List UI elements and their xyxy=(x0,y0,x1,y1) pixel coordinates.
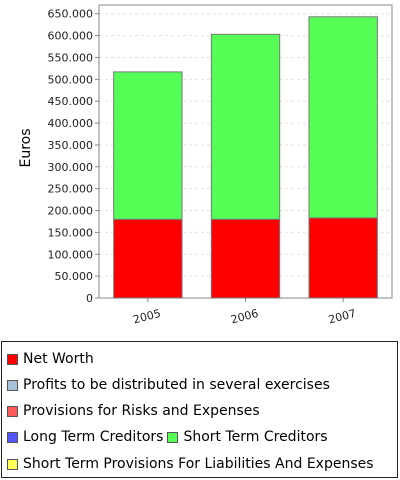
y-tick-label: 100.000 xyxy=(48,248,94,261)
x-axis-ticks: 2005 2006 2007 xyxy=(132,298,357,327)
legend-swatch xyxy=(7,379,18,391)
legend-swatch xyxy=(7,353,18,365)
legend-label: Short Term Provisions For Liabilities An… xyxy=(23,456,374,472)
legend-label: Net Worth xyxy=(23,351,94,367)
legend-row: Profits to be distributed in several exe… xyxy=(7,376,334,394)
legend-label: Long Term Creditors xyxy=(23,429,164,445)
legend-swatch xyxy=(7,431,18,443)
legend-item-short-term-provisions: Short Term Provisions For Liabilities An… xyxy=(7,456,374,472)
y-tick-label: 250.000 xyxy=(48,183,94,196)
y-tick-label: 500.000 xyxy=(48,73,94,86)
legend-swatch xyxy=(167,431,179,443)
bar-segment xyxy=(210,33,281,220)
legend-item-short-term-creditors: Short Term Creditors xyxy=(167,429,328,445)
y-tick-label: 400.000 xyxy=(48,117,94,130)
y-axis-ticks: 0 50.000 100.000 150.000 200.000 250.000 300.0… xyxy=(48,8,99,305)
y-tick-label: 0 xyxy=(86,292,93,305)
y-tick-label: 600.000 xyxy=(48,30,94,43)
bar-segment xyxy=(210,218,281,299)
bar-segment xyxy=(113,218,183,299)
x-tick-label: 2006 xyxy=(229,307,259,327)
legend-swatch xyxy=(7,458,18,470)
legend-swatch xyxy=(7,405,18,417)
legend-item-long-term-creditors: Long Term Creditors xyxy=(7,429,163,445)
legend-row: Provisions for Risks and Expenses xyxy=(7,402,264,420)
y-tick-label: 50.000 xyxy=(55,270,94,283)
legend-label: Short Term Creditors xyxy=(183,429,328,445)
legend-item-provisions-risks: Provisions for Risks and Expenses xyxy=(7,403,260,419)
legend-row: Net Worth xyxy=(7,350,98,368)
y-axis-title: Euros xyxy=(18,128,34,167)
y-tick-label: 200.000 xyxy=(48,205,94,218)
stacked-bar-chart: 0 50.000 100.000 150.000 200.000 250.000 300.0… xyxy=(18,4,393,327)
legend-item-net-worth: Net Worth xyxy=(7,351,94,367)
bar-segment xyxy=(308,217,378,299)
y-tick-label: 300.000 xyxy=(48,161,94,174)
legend-label: Profits to be distributed in several exe… xyxy=(23,377,330,393)
x-tick-label: 2007 xyxy=(327,307,357,327)
legend-row: Long Term Creditors Short Term Creditors xyxy=(7,428,332,446)
legend-row: Short Term Provisions For Liabilities An… xyxy=(7,455,378,473)
legend-label: Provisions for Risks and Expenses xyxy=(23,403,260,419)
x-tick-label: 2005 xyxy=(132,307,162,327)
y-tick-label: 350.000 xyxy=(48,139,94,152)
bar-segment xyxy=(308,16,378,219)
y-tick-label: 550.000 xyxy=(48,51,94,64)
y-tick-label: 150.000 xyxy=(48,226,94,239)
bar-segment xyxy=(113,71,183,220)
legend: Net Worth Profits to be distributed in s… xyxy=(1,341,398,478)
bars xyxy=(113,16,378,299)
y-tick-label: 450.000 xyxy=(48,95,94,108)
legend-item-profits: Profits to be distributed in several exe… xyxy=(7,377,330,393)
y-tick-label: 650.000 xyxy=(48,8,94,21)
